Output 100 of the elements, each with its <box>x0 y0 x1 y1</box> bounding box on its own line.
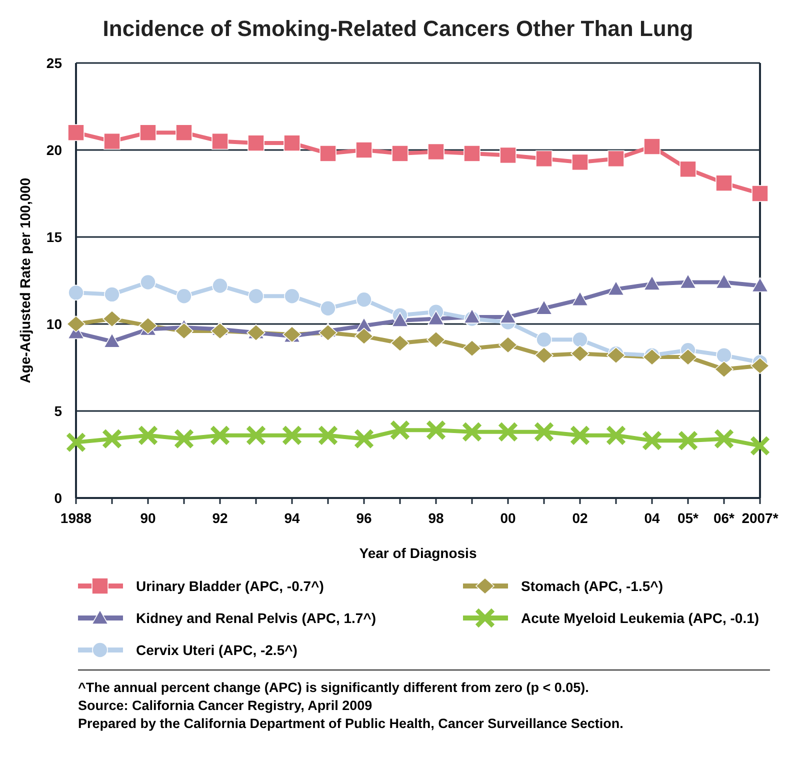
point <box>390 334 410 352</box>
point <box>572 332 588 348</box>
point <box>570 345 590 362</box>
point <box>68 284 84 301</box>
point <box>680 274 696 289</box>
point <box>752 185 768 202</box>
point <box>498 422 518 442</box>
point <box>66 432 86 453</box>
point <box>354 328 374 345</box>
point <box>390 420 410 440</box>
point <box>212 132 228 150</box>
point <box>68 124 84 141</box>
x-tick-label: 96 <box>356 510 372 526</box>
point <box>462 422 482 442</box>
point <box>66 316 86 332</box>
point <box>284 134 300 152</box>
y-axis-title: Age-Adjusted Rate per 100,000 <box>17 178 33 384</box>
point <box>248 134 264 152</box>
x-tick-label: 05* <box>677 510 700 526</box>
point <box>102 428 122 450</box>
point <box>140 274 156 290</box>
point <box>714 360 734 378</box>
point <box>284 288 300 304</box>
point <box>104 286 120 302</box>
legend-label: Acute Myeloid Leukemia (APC, -0.1) <box>521 610 760 626</box>
point <box>534 422 554 442</box>
legend-label: Kidney and Renal Pelvis (APC, 1.7^) <box>136 610 376 626</box>
point <box>716 274 732 289</box>
point <box>210 322 230 340</box>
x-tick-label: 90 <box>140 510 156 526</box>
legend-label: Urinary Bladder (APC, -0.7^) <box>136 578 324 594</box>
source-note: Source: California Cancer Registry, April 2009 <box>78 698 372 713</box>
point <box>318 425 338 446</box>
point <box>356 292 372 308</box>
legend-label: Cervix Uteri (APC, -2.5^) <box>136 642 298 658</box>
point <box>428 310 444 326</box>
point <box>642 430 662 451</box>
y-tick-label: 10 <box>46 316 62 332</box>
point <box>176 124 192 141</box>
x-axis-title: Year of Diagnosis <box>359 545 477 561</box>
point <box>750 436 770 456</box>
point <box>102 310 122 328</box>
point <box>464 308 480 324</box>
point <box>176 288 192 304</box>
y-tick-label: 25 <box>46 55 62 71</box>
point <box>174 428 194 450</box>
point <box>534 346 554 364</box>
point <box>536 332 552 348</box>
point <box>572 154 588 171</box>
point <box>282 425 302 446</box>
point <box>104 333 120 348</box>
point <box>426 420 446 440</box>
chart-title: Incidence of Smoking-Related Cancers Other Than Lung <box>102 16 694 41</box>
x-tick-label: 92 <box>212 510 228 526</box>
x-tick-label: 06* <box>713 510 736 526</box>
point <box>606 425 626 446</box>
point <box>392 312 408 327</box>
x-tick-label: 98 <box>428 510 444 526</box>
point <box>464 145 480 162</box>
point <box>716 174 732 192</box>
x-tick-label: 94 <box>284 510 300 526</box>
point <box>138 317 158 334</box>
y-tick-label: 0 <box>54 490 62 506</box>
point <box>248 288 264 304</box>
x-tick-label: 02 <box>572 510 588 526</box>
point <box>570 425 590 446</box>
text: Prepared by the California Department of Public Health, Cancer Surveillance Section. <box>78 716 624 731</box>
point <box>320 145 336 162</box>
point <box>500 308 516 324</box>
point <box>104 132 120 150</box>
point <box>392 145 408 162</box>
point <box>426 331 446 348</box>
point <box>354 428 374 450</box>
point <box>536 150 552 168</box>
point <box>608 150 624 168</box>
point <box>644 138 660 155</box>
point <box>752 277 768 292</box>
y-tick-label: 20 <box>46 142 62 158</box>
point <box>356 142 372 158</box>
point <box>462 340 482 357</box>
point <box>320 300 336 316</box>
point <box>140 124 156 141</box>
point <box>678 430 698 451</box>
point <box>498 336 518 354</box>
y-tick-label: 15 <box>46 229 62 245</box>
point <box>318 324 338 342</box>
point <box>644 276 660 290</box>
point <box>714 428 734 450</box>
point <box>174 322 194 340</box>
point <box>608 280 624 296</box>
x-tick-label: 00 <box>500 510 516 526</box>
point <box>678 348 698 366</box>
point <box>536 300 552 315</box>
point <box>500 146 516 164</box>
legend-label: Stomach (APC, -1.5^) <box>521 578 663 594</box>
text: ^The annual percent change (APC) is significantly different from zero (p < 0.05). <box>78 680 589 695</box>
point <box>716 347 732 364</box>
point <box>572 291 588 306</box>
point <box>210 425 230 446</box>
point <box>246 425 266 446</box>
